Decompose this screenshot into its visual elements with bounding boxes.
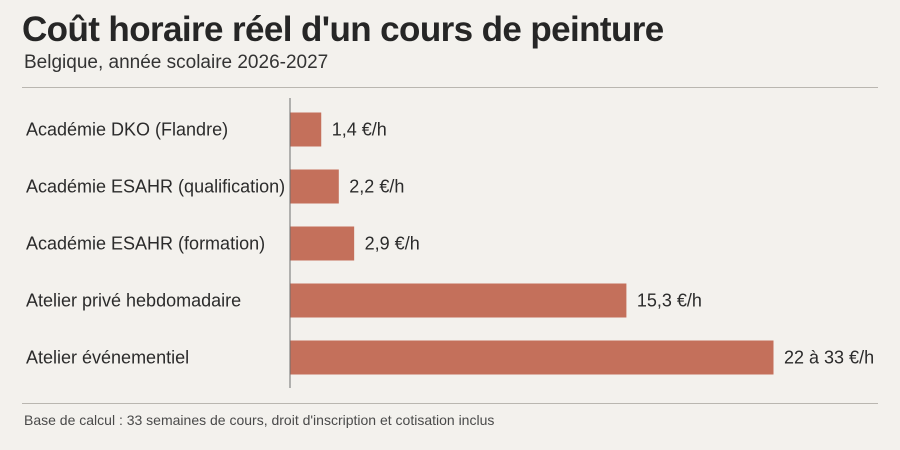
- value-label: 2,9 €/h: [365, 234, 420, 254]
- bar: [290, 169, 339, 204]
- bar: [290, 340, 774, 375]
- category-label: Académie ESAHR (qualification): [26, 177, 285, 197]
- chart-title: Coût horaire réel d'un cours de peinture: [22, 10, 664, 49]
- chart-subtitle: Belgique, année scolaire 2026-2027: [24, 52, 329, 73]
- category-label: Académie ESAHR (formation): [26, 234, 265, 254]
- category-label: Atelier événementiel: [26, 348, 189, 368]
- value-label: 1,4 €/h: [332, 120, 387, 140]
- value-label: 22 à 33 €/h: [784, 348, 874, 368]
- bar: [290, 283, 627, 318]
- footnote: Base de calcul : 33 semaines de cours, d…: [24, 412, 495, 428]
- top-divider: [22, 87, 878, 88]
- category-label: Atelier privé hebdomadaire: [26, 291, 241, 311]
- category-label: Académie DKO (Flandre): [26, 120, 228, 140]
- bottom-divider: [22, 403, 878, 404]
- bar: [290, 112, 322, 147]
- value-label: 15,3 €/h: [637, 291, 702, 311]
- bar: [290, 226, 355, 261]
- value-label: 2,2 €/h: [349, 177, 404, 197]
